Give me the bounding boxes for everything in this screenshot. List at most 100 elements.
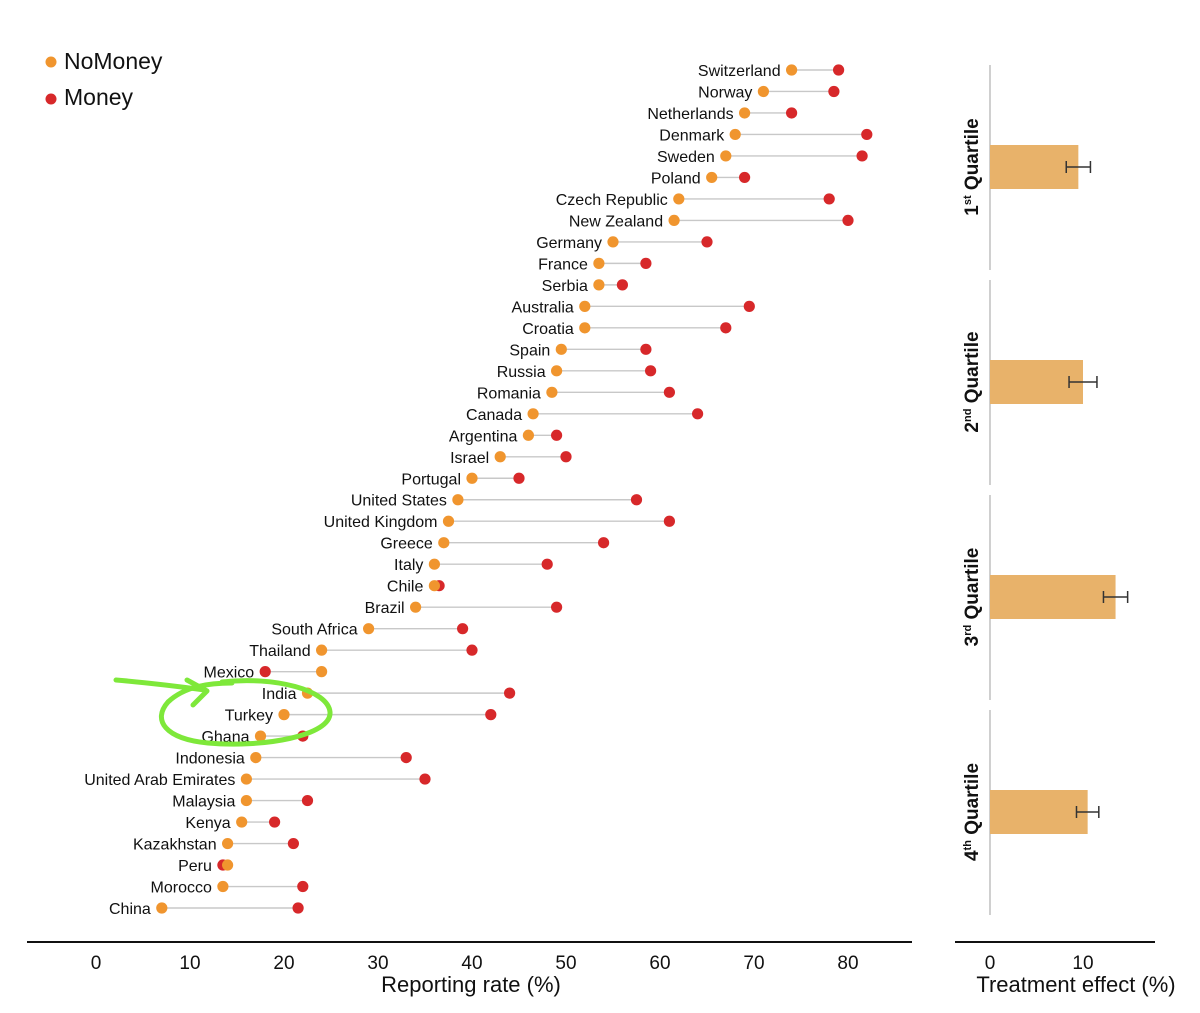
money-point-italy bbox=[541, 558, 553, 570]
nomoney-point-spain bbox=[555, 343, 567, 355]
money-point-france bbox=[640, 257, 652, 269]
country-label-kenya: Kenya bbox=[185, 815, 230, 832]
nomoney-point-switzerland bbox=[786, 64, 798, 76]
money-point-united-kingdom bbox=[663, 515, 676, 527]
dumbbell-tick-80: 80 bbox=[837, 953, 858, 974]
money-point-mexico bbox=[259, 666, 271, 678]
country-label-germany: Germany bbox=[536, 235, 602, 252]
money-point-czech-republic bbox=[823, 193, 835, 205]
money-point-portugal bbox=[513, 472, 525, 484]
legend-label-nomoney: NoMoney bbox=[64, 48, 163, 74]
dumbbell-tick-30: 30 bbox=[367, 953, 388, 974]
nomoney-point-kazakhstan bbox=[222, 837, 234, 850]
country-row-new-zealand: New Zealand bbox=[569, 213, 854, 230]
country-row-united-arab-emirates: United Arab Emirates bbox=[84, 772, 431, 789]
country-label-new-zealand: New Zealand bbox=[569, 213, 663, 230]
country-label-indonesia: Indonesia bbox=[175, 751, 244, 768]
nomoney-point-denmark bbox=[729, 128, 741, 141]
country-row-chile: Chile bbox=[387, 579, 445, 596]
nomoney-point-croatia bbox=[579, 322, 591, 334]
country-label-sweden: Sweden bbox=[657, 149, 715, 166]
money-point-thailand bbox=[466, 644, 478, 656]
quartile-x-axis: Treatment effect (%) 0 10 bbox=[955, 941, 1176, 997]
country-label-serbia: Serbia bbox=[542, 278, 588, 295]
dumbbell-tick-20: 20 bbox=[273, 953, 294, 974]
money-point-russia bbox=[645, 365, 657, 377]
nomoney-point-germany bbox=[607, 236, 619, 248]
country-label-australia: Australia bbox=[512, 299, 574, 316]
nomoney-point-indonesia bbox=[250, 751, 262, 764]
quartile-4: 4th Quartile bbox=[962, 710, 1100, 915]
nomoney-point-norway bbox=[757, 85, 770, 98]
country-row-croatia: Croatia bbox=[522, 321, 732, 338]
annotation-circle bbox=[158, 678, 333, 747]
nomoney-point-sweden bbox=[720, 150, 732, 162]
country-row-denmark: Denmark bbox=[659, 127, 873, 144]
country-row-united-states: United States bbox=[351, 493, 643, 510]
country-row-thailand: Thailand bbox=[249, 643, 478, 660]
quartile-2-bar bbox=[990, 360, 1083, 404]
quartile-4-bar bbox=[990, 790, 1088, 834]
country-label-united-arab-emirates: United Arab Emirates bbox=[84, 772, 235, 789]
money-point-germany bbox=[701, 236, 713, 248]
country-row-kazakhstan: Kazakhstan bbox=[133, 837, 299, 854]
dumbbell-tick-60: 60 bbox=[649, 953, 670, 974]
country-row-norway: Norway bbox=[698, 84, 840, 101]
nomoney-point-south-africa bbox=[363, 623, 375, 635]
country-label-france: France bbox=[538, 256, 588, 273]
country-label-greece: Greece bbox=[380, 536, 433, 553]
country-label-thailand: Thailand bbox=[249, 643, 310, 660]
money-point-australia bbox=[743, 300, 755, 312]
nomoney-point-united-states bbox=[452, 494, 464, 506]
country-label-malaysia: Malaysia bbox=[172, 794, 235, 811]
nomoney-point-china bbox=[156, 902, 168, 914]
money-point-malaysia bbox=[301, 794, 314, 807]
legend-label-money: Money bbox=[64, 84, 134, 110]
country-row-germany: Germany bbox=[536, 235, 713, 252]
country-row-mexico: Mexico bbox=[204, 665, 328, 682]
money-point-turkey bbox=[485, 709, 497, 721]
money-point-greece bbox=[598, 537, 610, 549]
country-row-argentina: Argentina bbox=[449, 428, 563, 445]
money-point-indonesia bbox=[400, 751, 412, 764]
country-label-croatia: Croatia bbox=[522, 321, 574, 338]
money-point-sweden bbox=[856, 150, 868, 162]
quartile-1-label: 1st Quartile bbox=[962, 118, 983, 215]
country-row-brazil: Brazil bbox=[365, 600, 563, 617]
money-point-romania bbox=[663, 386, 676, 398]
legend-marker-money bbox=[45, 93, 57, 105]
nomoney-point-canada bbox=[527, 408, 539, 420]
country-label-india: India bbox=[262, 686, 297, 703]
country-label-russia: Russia bbox=[497, 364, 546, 381]
nomoney-point-united-arab-emirates bbox=[240, 773, 252, 785]
nomoney-point-turkey bbox=[278, 709, 290, 721]
country-row-serbia: Serbia bbox=[542, 278, 629, 295]
country-row-switzerland: Switzerland bbox=[698, 63, 845, 80]
money-point-kenya bbox=[269, 816, 281, 828]
quartile-2: 2nd Quartile bbox=[962, 280, 1098, 485]
nomoney-point-chile bbox=[428, 580, 440, 592]
money-point-morocco bbox=[297, 880, 309, 893]
country-label-china: China bbox=[109, 901, 151, 918]
dumbbell-tick-70: 70 bbox=[743, 953, 764, 974]
country-row-united-kingdom: United Kingdom bbox=[324, 514, 676, 531]
money-point-israel bbox=[560, 451, 572, 463]
country-label-israel: Israel bbox=[450, 450, 489, 467]
annotation-arrow-head bbox=[184, 677, 210, 708]
nomoney-point-greece bbox=[438, 537, 450, 549]
nomoney-point-brazil bbox=[410, 601, 422, 613]
country-label-canada: Canada bbox=[466, 407, 522, 424]
quartile-4-label: 4th Quartile bbox=[962, 763, 983, 861]
quartile-bar-plot: 1st Quartile 2nd Quartile 3rd Quartile 4th … bbox=[962, 65, 1129, 915]
country-label-romania: Romania bbox=[477, 385, 541, 402]
nomoney-point-serbia bbox=[593, 279, 605, 291]
country-row-france: France bbox=[538, 256, 652, 273]
money-point-croatia bbox=[720, 322, 732, 334]
quartile-3: 3rd Quartile bbox=[962, 495, 1129, 700]
country-row-canada: Canada bbox=[466, 407, 704, 424]
dumbbell-tick-0: 0 bbox=[91, 953, 102, 974]
nomoney-point-malaysia bbox=[240, 794, 252, 807]
country-row-italy: Italy bbox=[394, 557, 553, 574]
nomoney-point-portugal bbox=[466, 472, 478, 484]
